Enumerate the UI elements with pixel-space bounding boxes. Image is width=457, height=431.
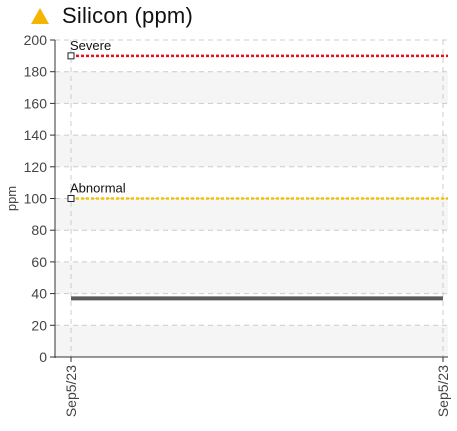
chart-axes <box>50 39 448 362</box>
warning-triangle-icon <box>31 8 49 24</box>
limit-marker-severe <box>67 52 75 60</box>
y-tick-label: 80 <box>31 222 47 238</box>
chart-bands <box>55 71 448 357</box>
grid-band <box>55 135 448 167</box>
x-tick-label: Sep5/23 <box>435 365 451 417</box>
y-tick-label: 0 <box>39 349 47 365</box>
chart-limit-lines <box>67 52 448 202</box>
y-tick-label: 140 <box>24 127 48 143</box>
y-tick-label: 200 <box>24 32 48 48</box>
chart-header: Silicon (ppm) <box>30 1 193 31</box>
grid-band <box>55 261 448 294</box>
x-tick-label: Sep5/23 <box>63 365 79 417</box>
y-tick-label: 120 <box>24 159 48 175</box>
y-axis-title: ppm <box>4 186 19 211</box>
limit-marker-abnormal <box>67 195 75 202</box>
chart-title: Silicon (ppm) <box>62 3 193 28</box>
y-tick-label: 40 <box>31 286 47 302</box>
chart-labels: 0 20 40 60 80 100 120 140 160 180 200 Sep5/23 Sep5/2… <box>4 32 451 417</box>
limit-label-abnormal: Abnormal <box>70 181 126 196</box>
chart-grid <box>55 39 448 357</box>
y-tick-label: 60 <box>31 254 47 270</box>
y-tick-label: 20 <box>31 317 47 333</box>
grid-band <box>55 198 448 231</box>
y-tick-label: 100 <box>24 191 48 207</box>
y-tick-label: 180 <box>24 64 48 80</box>
limit-label-severe: Severe <box>70 38 111 53</box>
grid-band <box>55 71 448 104</box>
y-tick-label: 160 <box>24 95 48 111</box>
grid-band <box>55 325 448 357</box>
